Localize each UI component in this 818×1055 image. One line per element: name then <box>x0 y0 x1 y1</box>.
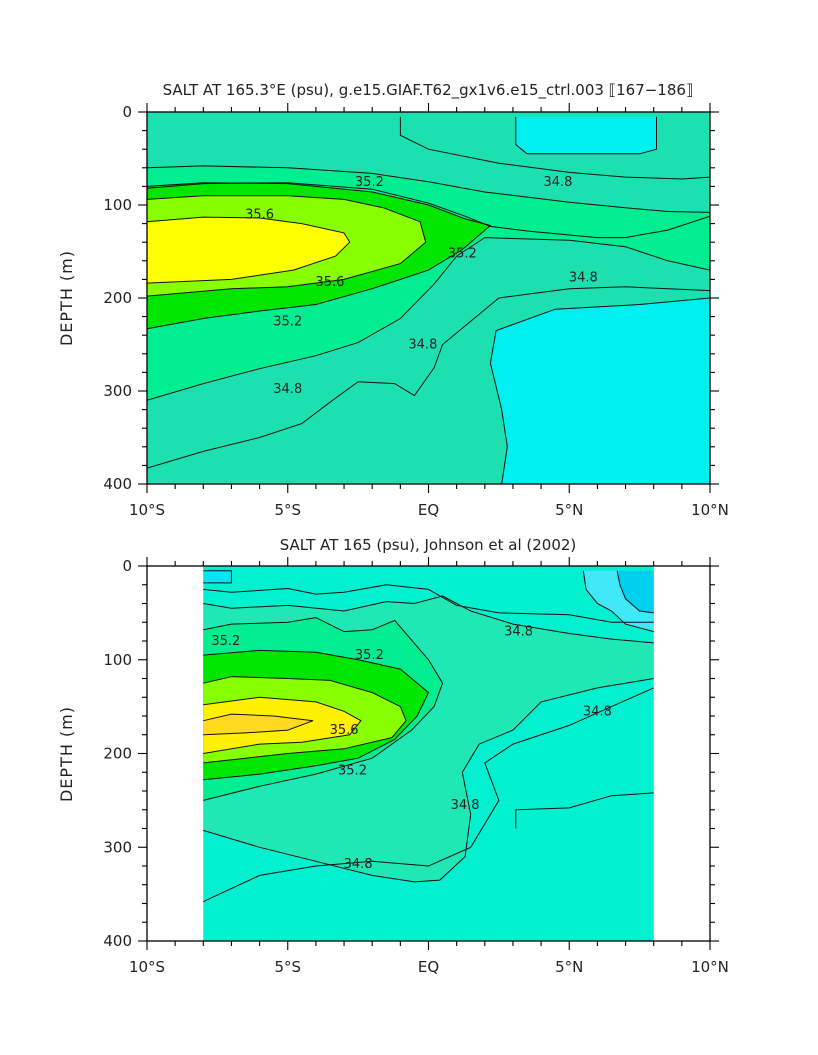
bottom-y-tick-label-0: 0 <box>122 557 132 575</box>
top-filled-region-5 <box>147 217 350 284</box>
top-y-tick-label-0: 0 <box>122 103 132 121</box>
top-contour-line-9 <box>147 195 427 297</box>
bottom-contour-label-1: 34.8 <box>504 625 533 640</box>
bottom-filled-region-8 <box>203 714 314 735</box>
bottom-y-tick-label-3: 300 <box>103 838 132 856</box>
bottom-contour-line-2 <box>203 687 654 903</box>
top-panel: SALT AT 165.3°E (psu), g.e15.GIAF.T62_gx… <box>57 81 729 519</box>
top-contour-label-0: 35.2 <box>355 175 384 190</box>
bottom-contour-line-0 <box>203 595 654 644</box>
bottom-panel: SALT AT 165 (psu), Johnson et al (2002) … <box>57 536 729 976</box>
top-y-tick-label-3: 300 <box>103 382 132 400</box>
bottom-contour-label-5: 35.2 <box>338 763 367 778</box>
bottom-y-tick-label-4: 400 <box>103 932 132 950</box>
bottom-contour-label-2: 35.2 <box>355 648 384 663</box>
top-x-tick-label-2: EQ <box>418 501 439 519</box>
bottom-contour-line-8 <box>203 617 444 801</box>
top-contour-line-3 <box>147 182 710 239</box>
bottom-x-tick-label-0: 10°S <box>129 958 165 976</box>
top-filled-region-1 <box>490 298 710 484</box>
bottom-contour-line-1 <box>203 678 654 883</box>
top-panel-title: SALT AT 165.3°E (psu), g.e15.GIAF.T62_gx… <box>163 81 694 100</box>
top-x-tick-label-3: 5°N <box>555 501 583 519</box>
top-panel-ylabel: DEPTH (m) <box>57 250 76 346</box>
bottom-panel-ylabel: DEPTH (m) <box>57 706 76 802</box>
top-x-tick-label-4: 10°N <box>691 501 729 519</box>
top-filled-region-0 <box>515 116 657 154</box>
bottom-contour-line-6 <box>616 570 654 614</box>
top-contour-line-2 <box>147 286 710 469</box>
bottom-contour-line-4 <box>515 792 654 829</box>
bottom-contour-line-7 <box>203 570 232 584</box>
top-contour-line-8 <box>147 216 351 284</box>
top-contour-label-2: 35.6 <box>245 207 274 222</box>
bottom-y-tick-label-2: 200 <box>103 745 132 763</box>
top-contour-label-8: 34.8 <box>273 382 302 397</box>
top-y-tick-label-4: 400 <box>103 475 132 493</box>
bottom-panel-title: SALT AT 165 (psu), Johnson et al (2002) <box>280 536 577 554</box>
top-y-tick-label-2: 200 <box>103 289 132 307</box>
bottom-y-tick-label-1: 100 <box>103 651 132 669</box>
top-x-tick-label-1: 5°S <box>274 501 301 519</box>
bottom-filled-region-3 <box>617 570 654 613</box>
bottom-contour-label-4: 35.6 <box>330 723 359 738</box>
bottom-x-tick-label-1: 5°S <box>274 958 301 976</box>
bottom-x-tick-label-2: EQ <box>418 958 439 976</box>
bottom-contour-line-9 <box>203 649 430 781</box>
top-contour-line-1 <box>147 237 710 401</box>
top-contour-line-4 <box>489 297 710 484</box>
top-x-tick-label-0: 10°S <box>129 501 165 519</box>
top-y-tick-label-1: 100 <box>103 196 132 214</box>
top-contour-line-7 <box>147 182 492 330</box>
bottom-contour-label-0: 35.2 <box>211 634 240 649</box>
bottom-contour-line-3 <box>203 584 654 623</box>
top-contour-line-6 <box>515 116 657 155</box>
bottom-x-tick-label-4: 10°N <box>691 958 729 976</box>
top-contour-label-5: 35.6 <box>315 275 344 290</box>
bottom-contour-label-7: 34.8 <box>344 857 373 872</box>
top-contour-line-5 <box>399 116 710 180</box>
bottom-contour-label-6: 34.8 <box>451 798 480 813</box>
bottom-contour-line-12 <box>203 713 314 736</box>
top-contour-line-0 <box>147 165 710 213</box>
bottom-x-tick-label-3: 5°N <box>555 958 583 976</box>
bottom-contour-line-11 <box>203 696 362 754</box>
bottom-contour-line-10 <box>203 676 407 764</box>
top-contour-label-7: 34.8 <box>408 338 437 353</box>
bottom-filled-region-1 <box>203 570 232 583</box>
top-contour-label-3: 35.2 <box>448 246 477 261</box>
top-contour-label-6: 35.2 <box>273 314 302 329</box>
top-contour-label-1: 34.8 <box>544 175 573 190</box>
bottom-contour-label-3: 34.8 <box>583 704 612 719</box>
top-contour-label-4: 34.8 <box>569 271 598 286</box>
bottom-contour-line-5 <box>582 570 654 633</box>
